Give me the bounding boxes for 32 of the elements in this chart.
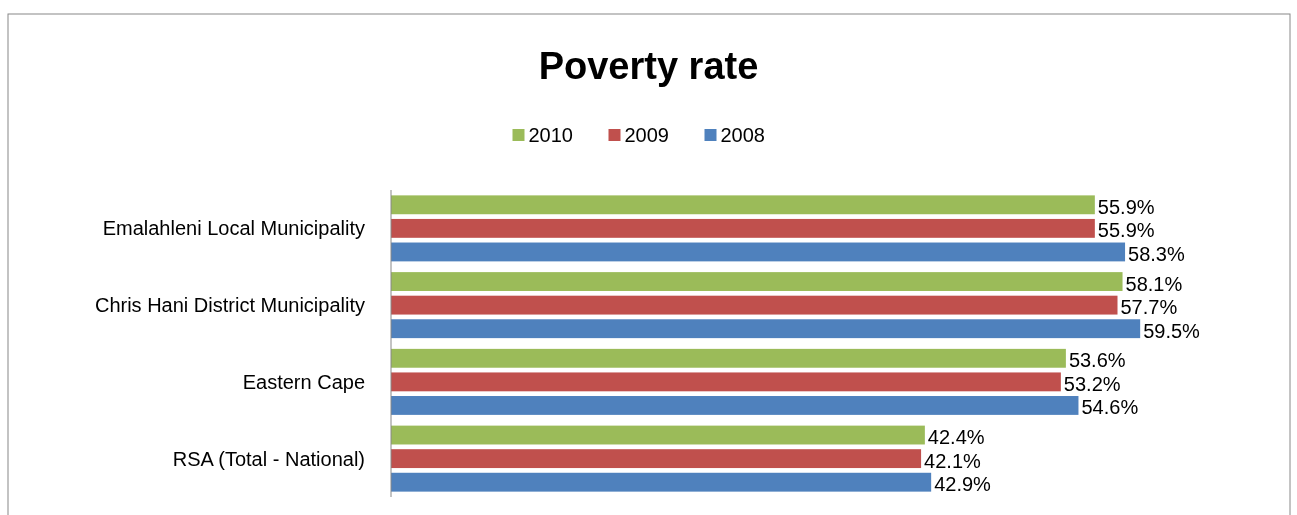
- data-label: 42.1%: [924, 449, 982, 472]
- bar: [391, 348, 1066, 368]
- bar: [391, 396, 1079, 415]
- bar: [391, 295, 1118, 315]
- data-label: 58.1%: [1125, 272, 1183, 295]
- data-label: 55.9%: [1097, 219, 1155, 242]
- data-label: 59.5%: [1143, 319, 1201, 342]
- chart-title: Poverty rate: [538, 45, 759, 87]
- legend-label: 2008: [720, 124, 765, 146]
- bar: [391, 319, 1141, 339]
- data-label: 53.2%: [1063, 372, 1121, 395]
- data-label: 58.3%: [1128, 242, 1185, 265]
- data-label: 53.6%: [1068, 349, 1126, 372]
- bar: [391, 242, 1126, 262]
- bar: [391, 449, 922, 469]
- data-label: 42.4%: [927, 426, 985, 449]
- y-tick-label: Eastern Cape: [242, 370, 365, 393]
- y-tick-label: Emalahleni Local Municipality: [102, 217, 365, 240]
- bar: [391, 372, 1061, 392]
- bar: [391, 425, 925, 445]
- legend-label: 2009: [624, 124, 669, 146]
- y-tick-label: RSA (Total - National): [172, 447, 365, 470]
- bar: [391, 218, 1095, 238]
- data-label: 42.9%: [934, 473, 992, 496]
- legend-label: 2010: [528, 124, 573, 146]
- bar: [391, 272, 1123, 291]
- data-label: 55.9%: [1097, 195, 1155, 218]
- bar: [391, 472, 932, 492]
- data-label: 54.6%: [1081, 396, 1139, 419]
- y-tick-label: Chris Hani District Municipality: [94, 294, 365, 317]
- bar: [391, 195, 1095, 215]
- data-label: 57.7%: [1120, 296, 1178, 319]
